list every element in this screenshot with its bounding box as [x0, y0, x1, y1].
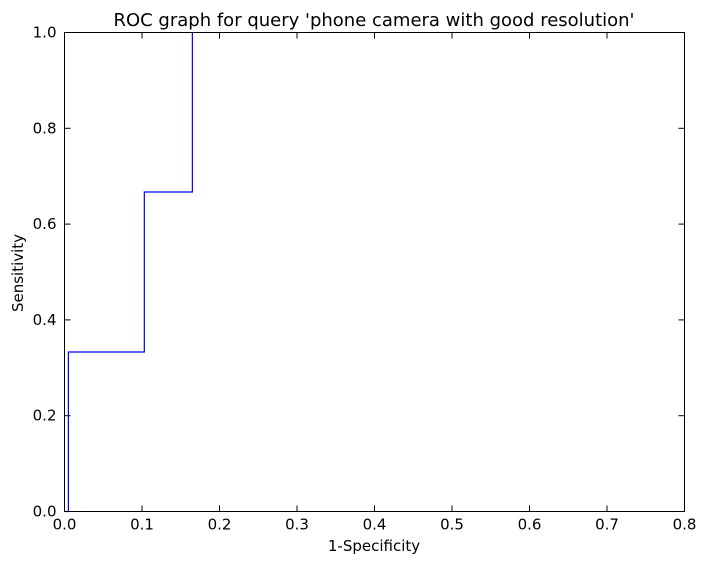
y-tick-label: 1.0 — [33, 24, 57, 42]
x-tick-label: 0.0 — [53, 516, 77, 534]
x-tick-label: 0.3 — [285, 516, 309, 534]
x-tick-label: 0.4 — [363, 516, 387, 534]
chart-title: ROC graph for query 'phone camera with g… — [113, 10, 634, 31]
x-tick-label: 0.7 — [595, 516, 619, 534]
y-axis-label: Sensitivity — [9, 234, 27, 312]
x-tick-label: 0.5 — [440, 516, 464, 534]
x-tick-label: 0.8 — [673, 516, 697, 534]
y-tick-label: 0.4 — [33, 311, 57, 329]
y-tick-label: 0.8 — [33, 119, 57, 137]
y-tick-label: 0.0 — [33, 503, 57, 521]
y-tick-label: 0.2 — [33, 407, 57, 425]
x-tick-label: 0.2 — [208, 516, 232, 534]
x-axis-label: 1-Specificity — [328, 537, 420, 555]
tick-labels: 0.0 0.1 0.2 0.3 0.4 0.5 0.6 0.7 0.8 0.0 0.2 0.4 0.6 0… — [33, 24, 697, 534]
x-tick-label: 0.1 — [130, 516, 154, 534]
plot-frame — [64, 32, 685, 512]
y-tick-label: 0.6 — [33, 215, 57, 233]
x-tick-label: 0.6 — [518, 516, 542, 534]
